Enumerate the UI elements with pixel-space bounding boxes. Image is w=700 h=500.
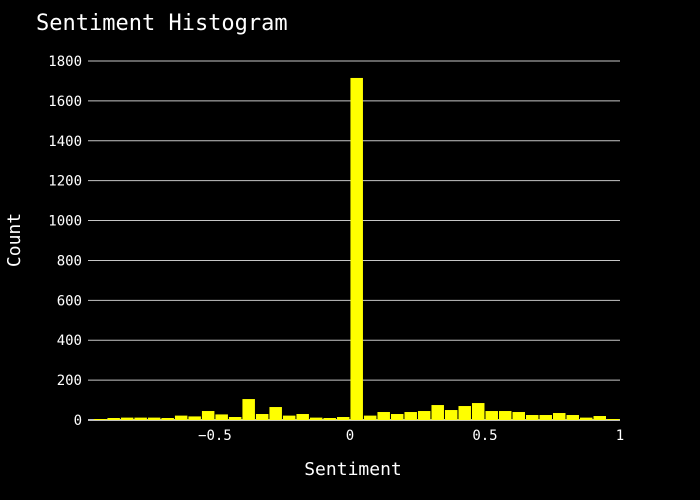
histogram-bar <box>201 411 215 420</box>
histogram-bar <box>404 412 417 420</box>
histogram-bar <box>377 412 390 420</box>
histogram-bar <box>512 412 525 420</box>
histogram-bar <box>161 418 174 420</box>
bar-layer <box>93 77 620 421</box>
y-tick-label: 1200 <box>48 174 82 190</box>
histogram-bar <box>134 417 147 420</box>
histogram-bar <box>363 415 377 420</box>
x-axis-label: Sentiment <box>304 459 402 480</box>
histogram-bar <box>93 419 107 420</box>
histogram-bar <box>606 419 620 420</box>
histogram-bar <box>471 403 485 420</box>
histogram-bar <box>309 417 323 420</box>
histogram-bar <box>242 399 255 420</box>
y-tick-label: 800 <box>57 253 82 269</box>
y-tick-label: 1000 <box>48 214 82 230</box>
histogram-bar <box>174 415 188 420</box>
histogram-bar <box>417 411 431 420</box>
histogram-bar <box>296 414 309 420</box>
histogram-bar <box>120 417 134 420</box>
histogram-bar <box>593 416 606 420</box>
histogram-bar <box>228 417 242 420</box>
y-tick-label: 400 <box>57 333 82 349</box>
histogram-bar <box>390 414 404 420</box>
y-tick-label: 1400 <box>48 134 82 150</box>
histogram-bar <box>566 415 579 420</box>
histogram-bar <box>458 406 471 420</box>
y-axis-label: Count <box>4 213 25 267</box>
x-tick-label: 0.5 <box>472 428 497 444</box>
y-tick-label: 200 <box>57 373 82 389</box>
x-tick-label: 0 <box>346 428 354 444</box>
y-tick-labels: 0 200 400 600 800 1000 1200 1400 1600 1800 <box>48 54 82 429</box>
histogram-bar <box>282 415 296 420</box>
histogram-bar <box>579 417 593 420</box>
histogram-bar <box>323 418 336 420</box>
x-tick-label: −0.5 <box>198 428 232 444</box>
histogram-bar <box>552 413 566 420</box>
y-tick-label: 600 <box>57 293 82 309</box>
histogram-bar <box>336 417 350 420</box>
histogram-bar <box>525 415 539 420</box>
histogram-bar <box>188 416 201 420</box>
histogram-bar <box>444 410 458 420</box>
histogram-bar <box>350 77 363 421</box>
histogram-bar <box>269 407 282 420</box>
y-tick-label: 1800 <box>48 54 82 70</box>
histogram-bar <box>485 411 498 420</box>
chart-title: Sentiment Histogram <box>36 11 288 36</box>
histogram-bar <box>107 418 120 420</box>
x-tick-label: 1 <box>616 428 624 444</box>
histogram-bar <box>215 414 228 420</box>
histogram-bar <box>539 415 552 420</box>
histogram-bar <box>255 414 269 420</box>
y-tick-label: 1600 <box>48 94 82 110</box>
histogram-bar <box>147 417 161 420</box>
y-tick-label: 0 <box>74 413 82 429</box>
x-tick-labels: −0.5 0 0.5 1 <box>198 428 624 444</box>
histogram-bar <box>498 411 512 420</box>
histogram-bar <box>431 405 444 420</box>
